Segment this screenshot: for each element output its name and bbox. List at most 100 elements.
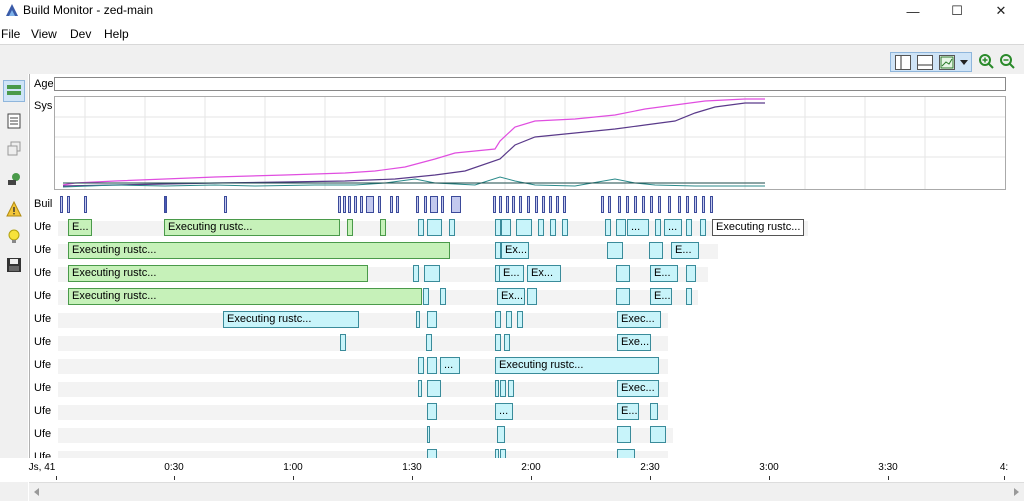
task-bar[interactable]: E... <box>650 288 672 305</box>
task-bar[interactable] <box>700 219 706 236</box>
task-bar[interactable] <box>449 219 455 236</box>
task-bar[interactable] <box>423 288 429 305</box>
close-button[interactable]: ✕ <box>978 0 1024 22</box>
task-bar[interactable] <box>380 219 386 236</box>
task-bar[interactable]: Exec... <box>617 380 659 397</box>
task-bar[interactable] <box>686 219 692 236</box>
task-bar[interactable] <box>506 311 512 328</box>
task-bar[interactable]: E... <box>499 265 524 282</box>
task-bar[interactable] <box>495 219 501 236</box>
sidebar-save-button[interactable] <box>3 254 25 276</box>
task-bar[interactable]: E... <box>68 219 92 236</box>
task-bar[interactable]: Ex... <box>497 288 525 305</box>
task-bar[interactable]: Executing rustc... <box>68 288 422 305</box>
zoom-out-icon[interactable] <box>999 53 1015 69</box>
task-bar[interactable] <box>649 242 663 259</box>
split-vertical-button[interactable] <box>895 55 911 70</box>
task-bar[interactable] <box>607 242 623 259</box>
chevron-down-icon[interactable] <box>959 59 969 67</box>
task-bar[interactable] <box>347 219 353 236</box>
task-bar[interactable] <box>416 311 420 328</box>
task-bar[interactable] <box>605 219 611 236</box>
task-bar[interactable] <box>686 265 696 282</box>
task-bar[interactable] <box>427 219 442 236</box>
task-bar[interactable]: Executing rustc... <box>164 219 340 236</box>
task-bar[interactable]: Executing rustc... <box>495 357 659 374</box>
task-bar[interactable] <box>655 219 661 236</box>
horizontal-scrollbar[interactable] <box>29 482 1024 501</box>
task-bar[interactable] <box>497 426 505 443</box>
task-bar[interactable] <box>495 334 501 351</box>
menu-file[interactable]: File <box>1 27 21 41</box>
sidebar-list-button[interactable] <box>3 110 25 132</box>
task-bar[interactable] <box>427 426 430 443</box>
task-bar[interactable] <box>550 219 556 236</box>
split-horizontal-button[interactable] <box>917 55 933 70</box>
task-bar[interactable] <box>340 334 346 351</box>
task-bar[interactable] <box>516 219 532 236</box>
task-bar[interactable] <box>650 403 658 420</box>
task-bar[interactable] <box>418 380 422 397</box>
task-bar[interactable]: Executing rustc... <box>223 311 359 328</box>
task-bar[interactable]: ... <box>627 219 649 236</box>
maximize-button[interactable]: ☐ <box>934 0 980 22</box>
task-bar[interactable] <box>616 288 630 305</box>
build-tick <box>338 196 341 213</box>
task-bar[interactable]: Exe... <box>617 334 651 351</box>
task-bar[interactable]: ... <box>495 403 513 420</box>
task-bar[interactable]: Executing rustc... <box>68 265 368 282</box>
task-bar[interactable] <box>562 219 568 236</box>
task-bar[interactable] <box>686 288 692 305</box>
task-bar[interactable] <box>508 380 514 397</box>
task-bar[interactable] <box>527 288 537 305</box>
task-bar[interactable] <box>500 380 506 397</box>
task-bar[interactable] <box>426 334 432 351</box>
task-bar[interactable]: Exec... <box>617 311 661 328</box>
sidebar-copy-button[interactable] <box>3 138 25 160</box>
task-bar[interactable] <box>427 311 437 328</box>
task-bar[interactable] <box>427 380 441 397</box>
task-bar[interactable] <box>517 311 523 328</box>
build-tick <box>506 196 509 213</box>
sidebar-tips-button[interactable] <box>3 226 25 248</box>
task-bar[interactable] <box>418 357 424 374</box>
task-bar[interactable]: Executing rustc... <box>712 219 804 236</box>
task-bar[interactable]: ... <box>664 219 682 236</box>
task-bar[interactable] <box>418 219 424 236</box>
menu-help[interactable]: Help <box>104 27 129 41</box>
build-tick <box>601 196 604 213</box>
task-bar[interactable] <box>501 219 511 236</box>
zoom-in-icon[interactable] <box>978 53 994 69</box>
task-bar[interactable] <box>617 426 631 443</box>
task-bar[interactable] <box>413 265 419 282</box>
task-bar[interactable]: E... <box>671 242 699 259</box>
task-bar[interactable] <box>495 311 501 328</box>
timeline-panel[interactable]: Age Sys Buil <box>29 74 1024 488</box>
task-bar[interactable]: E... <box>650 265 678 282</box>
chart-view-button[interactable] <box>939 55 955 70</box>
task-bar[interactable] <box>504 334 510 351</box>
task-bar[interactable]: ... <box>440 357 460 374</box>
task-bar[interactable] <box>538 219 544 236</box>
minimize-button[interactable]: — <box>890 0 936 22</box>
task-bar[interactable]: Ex... <box>527 265 561 282</box>
task-bar[interactable] <box>440 288 446 305</box>
menu-view[interactable]: View <box>31 27 57 41</box>
task-bar[interactable] <box>424 265 440 282</box>
task-bar[interactable]: E... <box>617 403 639 420</box>
task-bar[interactable] <box>616 265 630 282</box>
menu-dev[interactable]: Dev <box>70 27 92 41</box>
task-bar[interactable] <box>616 219 626 236</box>
sidebar-agents-button[interactable] <box>3 168 25 190</box>
task-bar[interactable] <box>650 426 666 443</box>
task-bar[interactable]: Ex... <box>501 242 529 259</box>
sidebar-warnings-button[interactable] <box>3 198 25 220</box>
task-bar[interactable]: Executing rustc... <box>68 242 450 259</box>
sidebar-timeline-button[interactable] <box>3 80 25 102</box>
task-bar[interactable] <box>427 403 437 420</box>
scroll-left-icon[interactable] <box>33 488 41 496</box>
scroll-right-icon[interactable] <box>1012 488 1020 496</box>
task-bar[interactable] <box>495 242 501 259</box>
task-bar[interactable] <box>427 357 437 374</box>
task-bar[interactable] <box>495 380 499 397</box>
